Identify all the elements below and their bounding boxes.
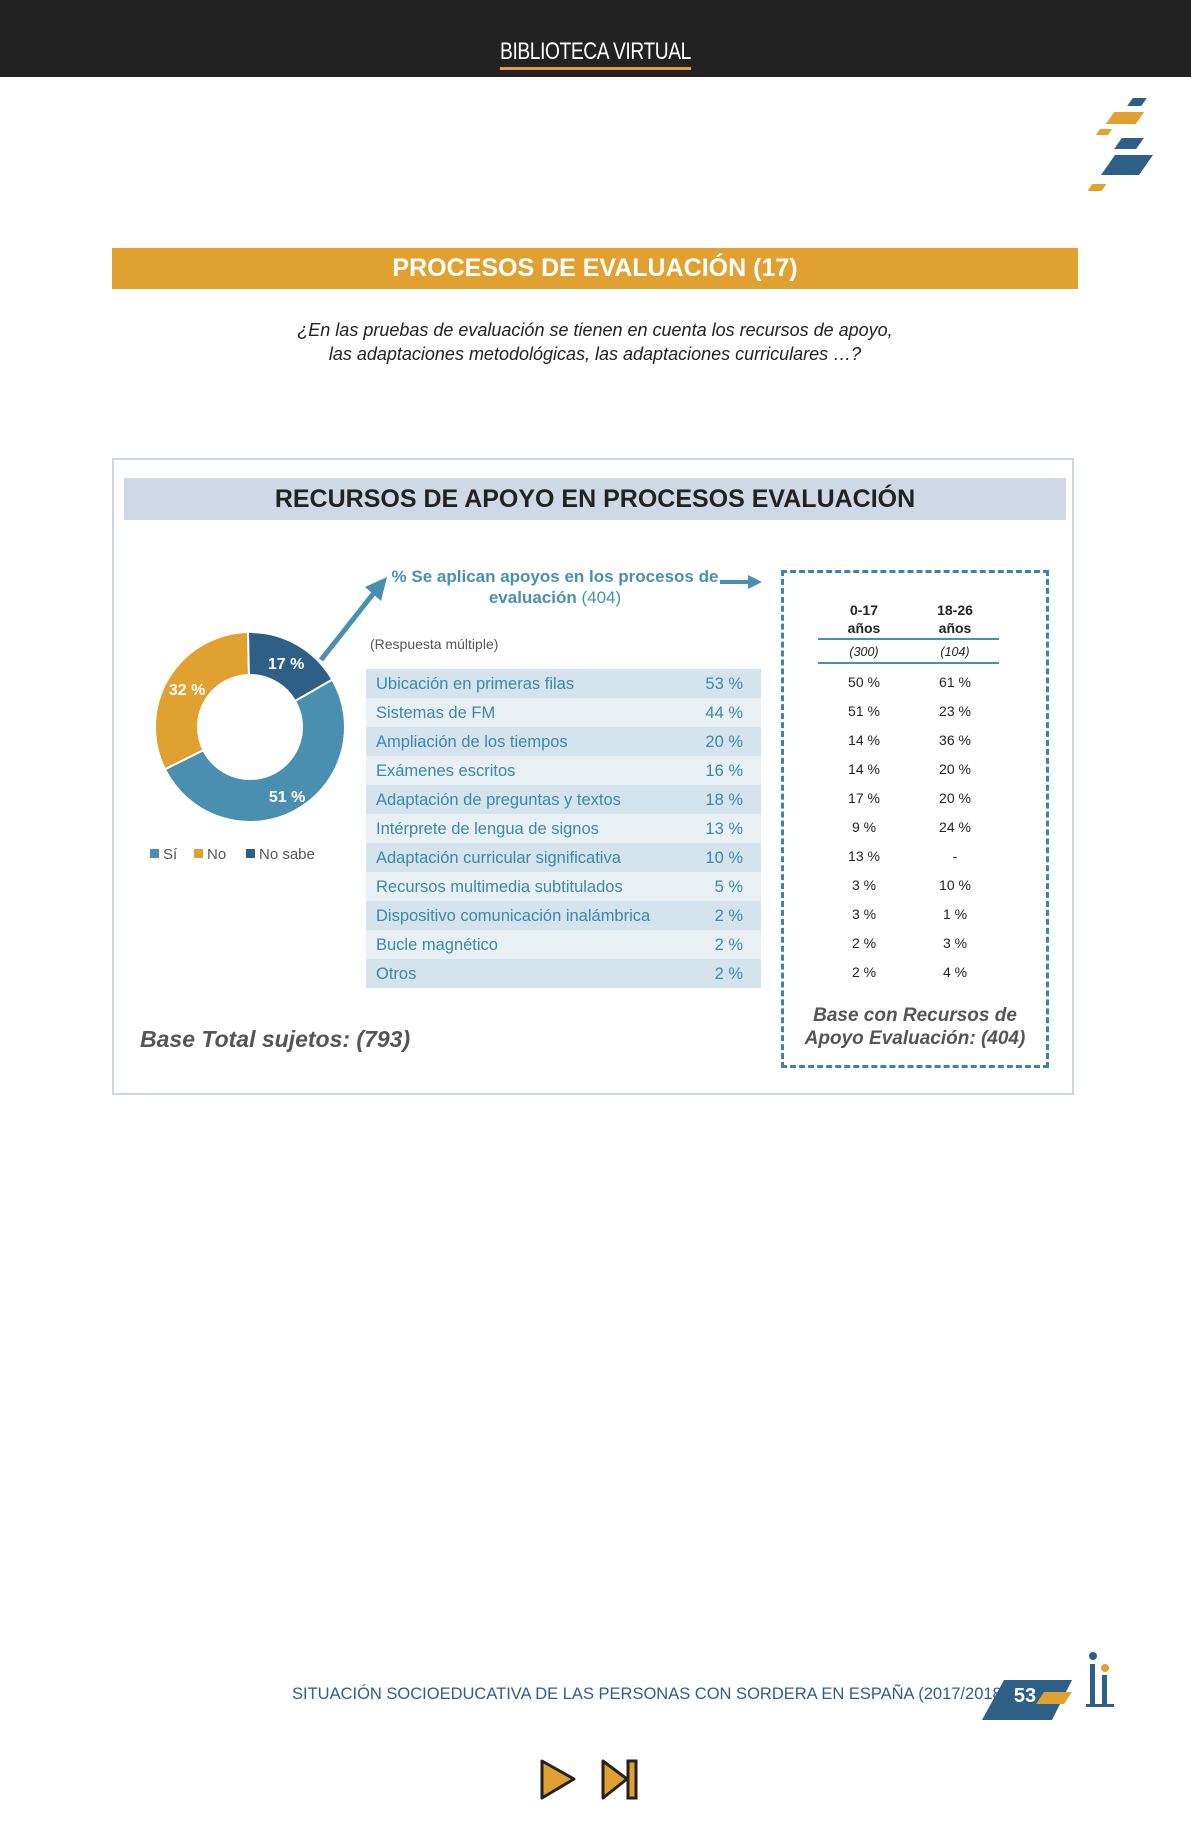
cell-18-26: 1 %	[942, 906, 968, 922]
row-label: Exámenes escritos	[376, 762, 516, 780]
row-label: Ubicación en primeras filas	[376, 675, 575, 693]
row-label: Adaptación curricular significativa	[376, 849, 621, 867]
cell-18-26: 23 %	[939, 703, 971, 719]
table-row: Ampliación de los tiempos 20 %	[366, 727, 761, 756]
donut-data-label: 17 %	[268, 656, 304, 673]
row-total-value: 16 %	[705, 762, 743, 780]
legend-item-si: Sí	[150, 846, 177, 863]
donut-slice-no	[154, 630, 250, 771]
table-row: Bucle magnético 2 %	[366, 930, 761, 959]
donut-slice-no-sabe	[246, 631, 334, 703]
brand-title: BIBLIOTECA VIRTUAL	[119, 38, 1072, 70]
divider	[818, 662, 999, 664]
table-title: % Se aplican apoyos en los procesos de e…	[391, 567, 719, 607]
cell-0-17: 3 %	[851, 877, 877, 893]
row-label: Adaptación de preguntas y textos	[376, 791, 621, 809]
table-row: Intérprete de lengua de signos 13 %	[366, 814, 761, 843]
cell-18-26: 24 %	[939, 819, 971, 835]
row-total-value: 44 %	[705, 704, 743, 722]
row-label: Sistemas de FM	[376, 704, 496, 722]
multiple-answer-note: (Respuesta múltiple)	[370, 636, 499, 652]
donut-slice-si	[163, 678, 346, 823]
section-title: PROCESOS DE EVALUACIÓN (17)	[112, 248, 1078, 289]
row-total-value: 53 %	[705, 675, 743, 693]
row-total-value: 18 %	[705, 791, 743, 809]
table-row: Recursos multimedia subtitulados 5 %	[366, 872, 761, 901]
cell-18-26: 20 %	[939, 761, 971, 777]
skip-end-icon[interactable]	[600, 1757, 640, 1802]
table-row: Adaptación de preguntas y textos 18 %	[366, 785, 761, 814]
arrow-right-icon	[720, 575, 762, 589]
page-number: 53	[1013, 1685, 1037, 1707]
donut-data-label: 51 %	[269, 789, 305, 806]
cell-18-26: 3 %	[942, 935, 968, 951]
row-label: Bucle magnético	[376, 936, 498, 954]
cell-18-26: 10 %	[939, 877, 971, 893]
chart-title: RECURSOS DE APOYO EN PROCESOS EVALUACIÓN	[124, 478, 1066, 520]
table-row: Adaptación curricular significativa 10 %	[366, 843, 761, 872]
table-row: Dispositivo comunicación inalámbrica 2 %	[366, 901, 761, 930]
row-label: Recursos multimedia subtitulados	[376, 878, 623, 896]
fiapas-logo	[1086, 1652, 1114, 1707]
cell-18-26: 36 %	[939, 732, 971, 748]
resources-table: Ubicación en primeras filas 53 % Sistemas …	[366, 669, 761, 988]
base-recursos: Base con Recursos de Apoyo Evaluación: (4…	[804, 1005, 1026, 1049]
row-total-value: 10 %	[705, 849, 743, 867]
top-bar	[0, 0, 1191, 77]
column-header-0-17: 0-17 años	[847, 602, 881, 636]
table-row: Sistemas de FM 44 %	[366, 698, 761, 727]
cell-0-17: 9 %	[851, 819, 877, 835]
donut-chart: 51 % 32 % 17 %	[154, 630, 346, 823]
question-text: ¿En las pruebas de evaluación se tienen …	[297, 320, 893, 364]
cell-0-17: 2 %	[851, 964, 877, 980]
row-total-value: 2 %	[714, 907, 743, 925]
arrow-up-right-icon	[319, 577, 387, 662]
cell-0-17: 14 %	[848, 761, 880, 777]
column-header-18-26: 18-26 años	[937, 602, 973, 636]
table-row: Exámenes escritos 16 %	[366, 756, 761, 785]
cell-0-17: 17 %	[848, 790, 880, 806]
cell-18-26: 4 %	[942, 964, 968, 980]
cell-0-17: 14 %	[848, 732, 880, 748]
page-number-tab	[982, 1680, 1072, 1720]
row-total-value: 20 %	[705, 733, 743, 751]
divider	[818, 638, 999, 640]
cell-0-17: 2 %	[851, 935, 877, 951]
play-icon[interactable]	[538, 1757, 578, 1802]
row-label: Intérprete de lengua de signos	[376, 820, 599, 838]
row-total-value: 2 %	[714, 936, 743, 954]
cell-18-26: -	[952, 848, 958, 864]
row-total-value: 13 %	[705, 820, 743, 838]
row-label: Otros	[376, 965, 417, 983]
table-row: Ubicación en primeras filas 53 %	[366, 669, 761, 698]
chart-panel	[112, 458, 1074, 1095]
row-label: Dispositivo comunicación inalámbrica	[376, 907, 651, 925]
column-base-18-26: (104)	[940, 645, 970, 659]
cell-18-26: 61 %	[939, 674, 971, 690]
age-breakdown-box	[781, 570, 1049, 1068]
cell-0-17: 50 %	[848, 674, 880, 690]
cell-0-17: 13 %	[848, 848, 880, 864]
cell-18-26: 20 %	[939, 790, 971, 806]
donut-data-label: 32 %	[169, 682, 205, 699]
cell-0-17: 51 %	[848, 703, 880, 719]
base-total: Base Total sujetos: (793)	[140, 1026, 411, 1052]
footer-title: SITUACIÓN SOCIOEDUCATIVA DE LAS PERSONAS…	[292, 1685, 1008, 1703]
row-label: Ampliación de los tiempos	[376, 733, 568, 751]
column-base-0-17: (300)	[849, 645, 879, 659]
legend-item-no: No	[194, 846, 226, 863]
legend-item-no-sabe: No sabe	[246, 846, 315, 863]
row-total-value: 5 %	[714, 878, 743, 896]
row-total-value: 2 %	[714, 965, 743, 983]
cell-0-17: 3 %	[851, 906, 877, 922]
table-row: Otros 2 %	[366, 959, 761, 988]
